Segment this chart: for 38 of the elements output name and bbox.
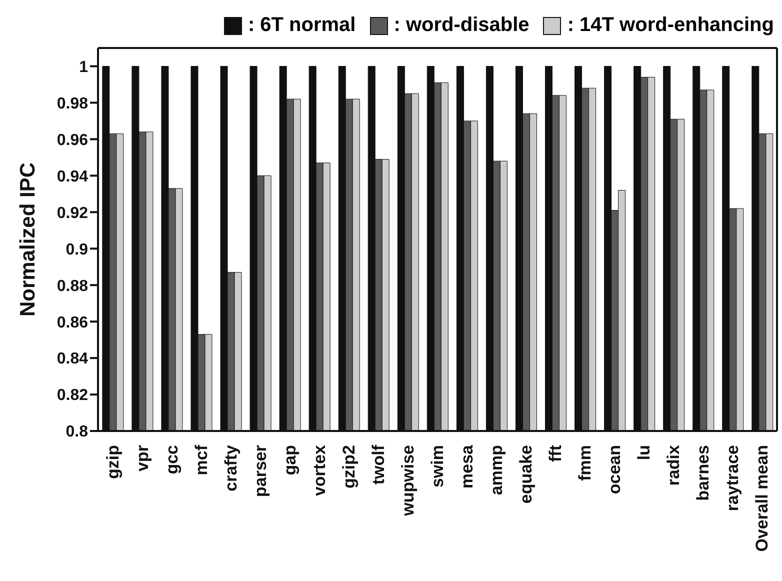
- x-tick-label: radix: [664, 444, 684, 486]
- x-tick-label: vpr: [132, 444, 152, 472]
- y-tick-label: 0.8: [66, 424, 88, 441]
- x-tick-label: gap: [280, 445, 300, 476]
- x-tick-label: fmm: [576, 445, 595, 481]
- x-tick-label: gzip2: [339, 445, 358, 488]
- legend-label: : 6T normal: [248, 14, 356, 37]
- x-tick-label: mesa: [458, 444, 477, 488]
- x-tick-label: twolf: [368, 444, 388, 485]
- y-tick-label: 0.88: [56, 278, 88, 295]
- x-tick-label: ammp: [487, 445, 506, 496]
- x-tick-label: Overall mean: [752, 445, 772, 552]
- y-tick-label: 1: [79, 58, 88, 76]
- y-tick-label: 0.82: [56, 387, 88, 404]
- y-tick-label: 0.94: [56, 168, 88, 186]
- x-tick-label: barnes: [694, 445, 713, 501]
- x-tick-label: crafty: [221, 444, 240, 492]
- y-tick-label: 0.86: [56, 314, 88, 332]
- x-tick-label: wupwise: [398, 445, 418, 517]
- y-tick-label: 0.9: [66, 241, 88, 258]
- x-tick-label: ocean: [605, 445, 624, 494]
- x-tick-label: equake: [516, 445, 536, 504]
- x-tick-label: raytrace: [723, 445, 742, 512]
- y-tick-label: 0.96: [56, 132, 88, 149]
- x-tick-label: mcf: [192, 444, 211, 476]
- x-tick-label: gzip: [103, 445, 122, 479]
- legend-label: : 14T word-enhancing: [567, 14, 774, 37]
- x-tick-label: lu: [634, 445, 654, 460]
- x-tick-label: swim: [428, 445, 447, 488]
- y-tick-label: 0.84: [56, 350, 88, 368]
- y-axis-title: Normalized IPC: [16, 162, 40, 317]
- y-tick-label: 0.92: [56, 204, 88, 222]
- legend-label: : word-disable: [394, 14, 530, 37]
- x-tick-label: parser: [250, 444, 270, 497]
- y-tick-label: 0.98: [56, 95, 88, 112]
- x-tick-label: gcc: [162, 445, 182, 474]
- x-tick-label: fft: [546, 444, 566, 462]
- x-tick-label: vortex: [310, 444, 329, 496]
